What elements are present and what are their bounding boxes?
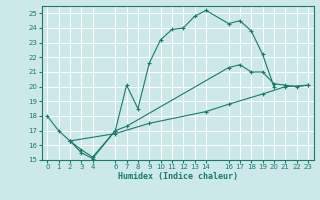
X-axis label: Humidex (Indice chaleur): Humidex (Indice chaleur) (118, 172, 237, 181)
